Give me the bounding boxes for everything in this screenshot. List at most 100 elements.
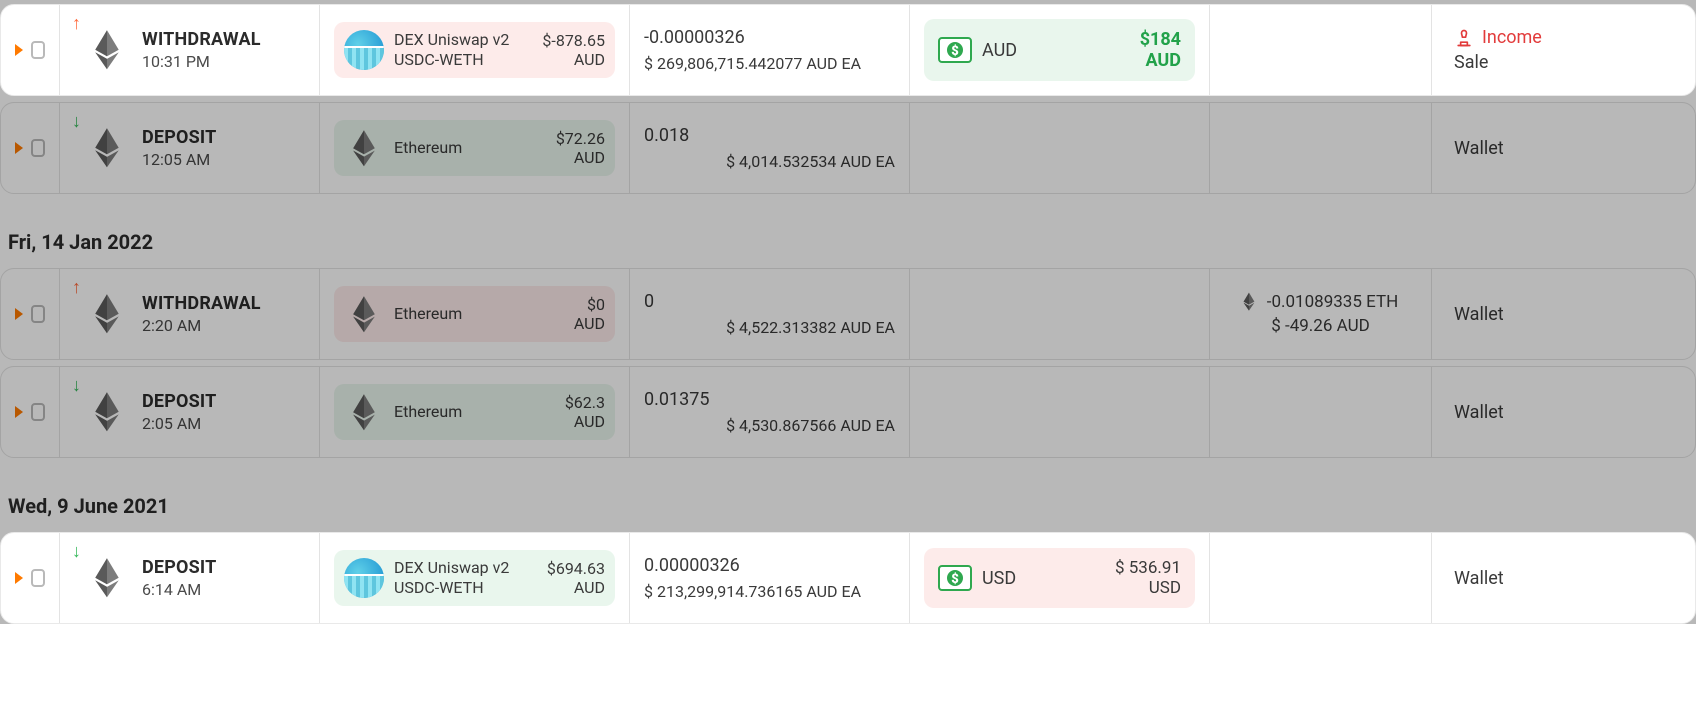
transaction-type: WITHDRAWAL: [142, 29, 261, 50]
ethereum-icon: [1243, 292, 1261, 311]
transaction-list: ↑ WITHDRAWAL 10:31 PM DEX Uniswap v2 USD…: [0, 0, 1696, 624]
asset-name: Ethereum: [394, 402, 555, 422]
ethereum-icon: [88, 393, 126, 431]
asset-cell: Ethereum $62.3 AUD: [319, 367, 629, 457]
quantity-cell: 0.01375 $ 4,530.867566 AUD EA: [629, 367, 909, 457]
quantity-cell: 0 $ 4,522.313382 AUD EA: [629, 269, 909, 359]
wallet-tag[interactable]: Wallet: [1454, 402, 1504, 423]
asset-amount: $72.26 AUD: [556, 129, 605, 167]
asset-pill[interactable]: Ethereum $0 AUD: [334, 286, 615, 342]
row-checkbox[interactable]: [31, 403, 45, 421]
row-checkbox[interactable]: [31, 305, 45, 323]
type-text: DEPOSIT 2:05 AM: [142, 391, 216, 433]
asset-cell: DEX Uniswap v2 USDC-WETH $-878.65 AUD: [319, 5, 629, 95]
quantity-cell: 0.018 $ 4,014.532534 AUD EA: [629, 103, 909, 193]
asset-cell: Ethereum $0 AUD: [319, 269, 629, 359]
ethereum-icon: [88, 295, 126, 333]
type-text: DEPOSIT 12:05 AM: [142, 127, 216, 169]
cash-icon: $: [938, 37, 972, 63]
transaction-row[interactable]: ↑ WITHDRAWAL 10:31 PM DEX Uniswap v2 USD…: [0, 4, 1696, 96]
quantity-value: 0: [644, 291, 654, 312]
fee-cell: [1209, 533, 1431, 623]
transaction-time: 2:20 AM: [142, 316, 261, 335]
quantity-rate: $ 213,299,914.736165 AUD EA: [644, 582, 861, 601]
expand-caret-icon[interactable]: [15, 142, 23, 154]
date-header: Wed, 9 June 2021: [0, 464, 1696, 532]
transaction-type: WITHDRAWAL: [142, 293, 261, 314]
svg-text:$: $: [951, 572, 959, 587]
expand-caret-icon[interactable]: [15, 572, 23, 584]
transaction-row[interactable]: ↓ DEPOSIT 12:05 AM Ethereum $72.26 AUD: [0, 102, 1696, 194]
direction-arrow-icon: ↓: [72, 113, 81, 131]
type-text: WITHDRAWAL 10:31 PM: [142, 29, 261, 71]
row-checkbox[interactable]: [31, 139, 45, 157]
row-checkbox[interactable]: [31, 41, 45, 59]
tag-cell: Wallet: [1431, 367, 1696, 457]
asset-pill[interactable]: DEX Uniswap v2 USDC-WETH $694.63 AUD: [334, 550, 615, 606]
currency-cell: $ USD $ 536.91 USD: [909, 533, 1209, 623]
fee-cell: [1209, 103, 1431, 193]
stamp-icon: [1454, 28, 1474, 48]
wallet-tag[interactable]: Wallet: [1454, 304, 1504, 325]
asset-pill[interactable]: DEX Uniswap v2 USDC-WETH $-878.65 AUD: [334, 22, 615, 78]
transaction-type: DEPOSIT: [142, 391, 216, 412]
direction-arrow-icon: ↑: [72, 15, 81, 33]
fee-amount: $ -49.26 AUD: [1271, 316, 1370, 336]
currency-cell: $ AUD $184 AUD: [909, 5, 1209, 95]
fee-cell: [1209, 367, 1431, 457]
currency-code: AUD: [982, 40, 1130, 61]
direction-arrow-icon: ↓: [72, 543, 81, 561]
quantity-rate: $ 269,806,715.442077 AUD EA: [644, 54, 861, 73]
ethereum-icon: [88, 559, 126, 597]
expand-cell: [1, 103, 59, 193]
date-header: Fri, 14 Jan 2022: [0, 200, 1696, 268]
quantity-cell: -0.00000326 $ 269,806,715.442077 AUD EA: [629, 5, 909, 95]
ethereum-icon: [344, 294, 384, 334]
asset-amount: $694.63 AUD: [547, 559, 605, 597]
transaction-row[interactable]: ↑ WITHDRAWAL 2:20 AM Ethereum $0 AUD: [0, 268, 1696, 360]
type-cell: ↓ DEPOSIT 2:05 AM: [59, 367, 319, 457]
currency-amount: $ 536.91 USD: [1115, 558, 1181, 598]
currency-pill[interactable]: $ AUD $184 AUD: [924, 19, 1195, 81]
uniswap-icon: [344, 558, 384, 598]
type-cell: ↑ WITHDRAWAL 10:31 PM: [59, 5, 319, 95]
transaction-type: DEPOSIT: [142, 557, 216, 578]
expand-cell: [1, 367, 59, 457]
quantity-cell: 0.00000326 $ 213,299,914.736165 AUD EA: [629, 533, 909, 623]
expand-caret-icon[interactable]: [15, 406, 23, 418]
currency-cell: [909, 269, 1209, 359]
tag-cell: Income Sale: [1431, 5, 1696, 95]
ethereum-icon: [344, 392, 384, 432]
expand-cell: [1, 5, 59, 95]
fee-cell: -0.01089335 ETH $ -49.26 AUD: [1209, 269, 1431, 359]
asset-pill[interactable]: Ethereum $72.26 AUD: [334, 120, 615, 176]
asset-cell: DEX Uniswap v2 USDC-WETH $694.63 AUD: [319, 533, 629, 623]
asset-pill[interactable]: Ethereum $62.3 AUD: [334, 384, 615, 440]
currency-cell: [909, 103, 1209, 193]
type-text: DEPOSIT 6:14 AM: [142, 557, 216, 599]
quantity-rate: $ 4,522.313382 AUD EA: [726, 318, 895, 337]
transaction-row[interactable]: ↓ DEPOSIT 6:14 AM DEX Uniswap v2 USDC-WE…: [0, 532, 1696, 624]
income-tag[interactable]: Income: [1454, 27, 1542, 48]
asset-name: DEX Uniswap v2 USDC-WETH: [394, 558, 537, 598]
asset-cell: Ethereum $72.26 AUD: [319, 103, 629, 193]
quantity-rate: $ 4,014.532534 AUD EA: [726, 152, 895, 171]
expand-caret-icon[interactable]: [15, 308, 23, 320]
asset-amount: $62.3 AUD: [565, 393, 605, 431]
currency-cell: [909, 367, 1209, 457]
expand-caret-icon[interactable]: [15, 44, 23, 56]
transaction-row[interactable]: ↓ DEPOSIT 2:05 AM Ethereum $62.3 AUD: [0, 366, 1696, 458]
transaction-time: 12:05 AM: [142, 150, 216, 169]
wallet-tag[interactable]: Wallet: [1454, 138, 1504, 159]
transaction-time: 2:05 AM: [142, 414, 216, 433]
expand-cell: [1, 269, 59, 359]
direction-arrow-icon: ↓: [72, 377, 81, 395]
quantity-value: 0.00000326: [644, 555, 740, 576]
row-checkbox[interactable]: [31, 569, 45, 587]
transaction-type: DEPOSIT: [142, 127, 216, 148]
ethereum-icon: [344, 128, 384, 168]
currency-pill[interactable]: $ USD $ 536.91 USD: [924, 548, 1195, 608]
asset-name: Ethereum: [394, 304, 564, 324]
type-cell: ↑ WITHDRAWAL 2:20 AM: [59, 269, 319, 359]
wallet-tag[interactable]: Wallet: [1454, 568, 1504, 589]
